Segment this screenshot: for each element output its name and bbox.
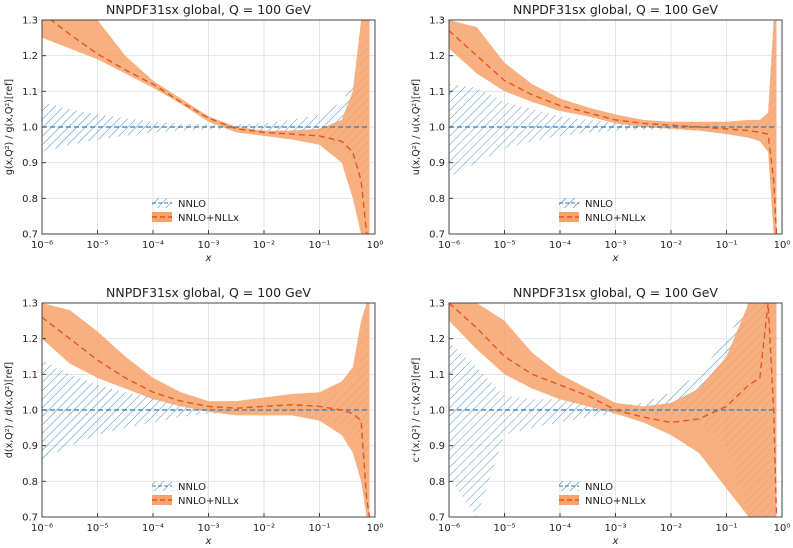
x-tick-label: 10⁻⁵ (493, 240, 515, 251)
y-tick-label: 1.3 (429, 299, 445, 310)
y-tick-label: 1.3 (22, 299, 38, 310)
y-tick-label: 0.7 (429, 513, 445, 524)
y-tick-label: 0.9 (429, 441, 445, 452)
legend: NNLO NNLO+NLLx (559, 481, 646, 507)
x-tick-label: 10⁻⁴ (142, 240, 164, 251)
plot-area (42, 20, 370, 234)
chart-title: NNPDF31sx global, Q = 100 GeV (106, 285, 311, 300)
x-tick-label: 10⁻⁶ (31, 240, 53, 251)
legend-label-nnlo-nllx: NNLO+NLLx (178, 496, 239, 507)
y-tick-label: 1.1 (429, 87, 445, 98)
x-tick-label: 10⁰ (774, 240, 791, 251)
legend: NNLO NNLO+NLLx (152, 481, 239, 507)
legend-label-nnlo: NNLO (178, 199, 206, 210)
x-tick-label: 10⁻⁵ (86, 240, 108, 251)
chart-panel-1: 10⁻⁶ 10⁻⁵ 10⁻⁴ 10⁻³ 10⁻² 10⁻¹ 10⁰ 0.7 0.8 0.9 1.0 1… (4, 2, 383, 264)
y-tick-label: 1.1 (429, 370, 445, 381)
x-tick-label: 10⁻⁶ (31, 523, 53, 534)
x-tick-label: 10⁻⁴ (549, 523, 571, 534)
nnlo-nllx-central-line (42, 316, 371, 517)
y-tick-label: 0.7 (22, 230, 38, 241)
y-tick-label: 1.1 (22, 370, 38, 381)
y-tick-label: 1.1 (22, 87, 38, 98)
x-tick-label: 10⁻¹ (308, 240, 330, 251)
y-tick-label: 1.3 (22, 16, 38, 27)
y-tick-label: 1.2 (22, 334, 38, 345)
chart-panel-4: 10⁻⁶ 10⁻⁵ 10⁻⁴ 10⁻³ 10⁻² 10⁻¹ 10⁰ 0.7 0.8 0.9 1.0 1… (411, 285, 791, 547)
x-tick-label: 10⁻² (253, 523, 275, 534)
y-tick-label: 0.9 (22, 158, 38, 169)
y-tick-label: 1.0 (22, 406, 38, 417)
legend-label-nnlo-nllx: NNLO+NLLx (178, 213, 239, 224)
legend-label-nnlo-nllx: NNLO+NLLx (585, 213, 646, 224)
legend-label-nnlo-nllx: NNLO+NLLx (585, 496, 646, 507)
legend-label-nnlo: NNLO (585, 482, 613, 493)
legend: NNLO NNLO+NLLx (559, 198, 646, 224)
y-tick-label: 1.0 (429, 406, 445, 417)
y-tick-label: 0.9 (429, 158, 445, 169)
y-tick-label: 0.8 (22, 194, 38, 205)
x-tick-label: 10⁰ (774, 523, 791, 534)
x-axis-label: x (612, 253, 619, 264)
chart-panel-2: 10⁻⁶ 10⁻⁵ 10⁻⁴ 10⁻³ 10⁻² 10⁻¹ 10⁰ 0.7 0.8 0.9 1.0 1… (411, 2, 790, 264)
y-axis-label: c⁺(x,Q²) / c⁺(x,Q²)[ref] (411, 358, 422, 463)
x-tick-label: 10⁰ (367, 240, 384, 251)
x-tick-label: 10⁻⁴ (549, 240, 571, 251)
x-tick-label: 10⁻⁶ (438, 240, 460, 251)
x-tick-label: 10⁻⁵ (86, 523, 108, 534)
x-tick-label: 10⁻³ (197, 240, 219, 251)
y-axis-label: d(x,Q²) / d(x,Q²)[ref] (4, 362, 15, 458)
nnlo-nllx-central-line (50, 20, 370, 234)
x-tick-label: 10⁻² (660, 523, 682, 534)
x-tick-label: 10⁻¹ (715, 523, 737, 534)
chart-title: NNPDF31sx global, Q = 100 GeV (106, 2, 311, 17)
x-tick-label: 10⁻¹ (308, 523, 330, 534)
nnlo-nllx-band (42, 20, 370, 234)
chart-title: NNPDF31sx global, Q = 100 GeV (513, 2, 718, 17)
nnlo-nllx-central-line (449, 303, 778, 517)
y-tick-label: 1.2 (429, 334, 445, 345)
x-axis-label: x (612, 536, 619, 544)
y-tick-label: 1.2 (22, 51, 38, 62)
x-tick-label: 10⁻² (660, 240, 682, 251)
x-tick-label: 10⁻⁶ (438, 523, 460, 534)
plot-area (449, 303, 778, 517)
x-tick-label: 10⁰ (367, 523, 384, 534)
y-tick-label: 1.0 (429, 123, 445, 134)
plot-area (42, 303, 371, 517)
y-tick-label: 1.0 (22, 123, 38, 134)
chart-panel-3: 10⁻⁶ 10⁻⁵ 10⁻⁴ 10⁻³ 10⁻² 10⁻¹ 10⁰ 0.7 0.8 0.9 1.0 1… (4, 285, 384, 547)
y-axis-label: g(x,Q²) / g(x,Q²)[ref] (4, 79, 15, 175)
chart-title: NNPDF31sx global, Q = 100 GeV (513, 285, 718, 300)
legend-label-nnlo: NNLO (178, 482, 206, 493)
y-tick-label: 0.8 (429, 477, 445, 488)
x-tick-label: 10⁻³ (197, 523, 219, 534)
y-tick-label: 0.8 (429, 194, 445, 205)
y-tick-label: 0.7 (429, 230, 445, 241)
x-tick-label: 10⁻² (253, 240, 275, 251)
x-axis-label: x (205, 536, 212, 544)
nnlo-nllx-central-line (449, 30, 778, 234)
x-tick-label: 10⁻³ (604, 240, 626, 251)
x-tick-label: 10⁻⁵ (493, 523, 515, 534)
x-tick-label: 10⁻⁴ (142, 523, 164, 534)
y-axis-label: u(x,Q²) / u(x,Q²)[ref] (411, 79, 422, 175)
plot-area (449, 20, 778, 234)
y-tick-label: 0.9 (22, 441, 38, 452)
y-tick-label: 1.2 (429, 51, 445, 62)
legend: NNLO NNLO+NLLx (152, 198, 239, 224)
x-tick-label: 10⁻³ (604, 523, 626, 534)
y-tick-label: 1.3 (429, 16, 445, 27)
nnlo-nllx-band (449, 20, 777, 234)
x-tick-label: 10⁻¹ (715, 240, 737, 251)
legend-label-nnlo: NNLO (585, 199, 613, 210)
x-axis-label: x (205, 253, 212, 264)
y-tick-label: 0.8 (22, 477, 38, 488)
y-tick-label: 0.7 (22, 513, 38, 524)
